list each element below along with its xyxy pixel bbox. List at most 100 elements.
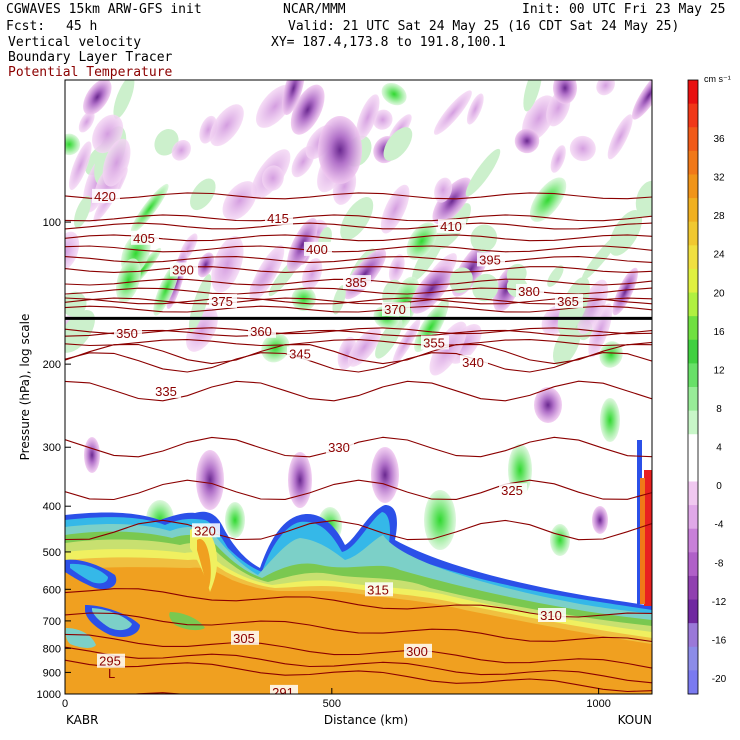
downdraft-core: [534, 387, 562, 423]
pbl-red-strip-right: [644, 470, 652, 606]
theta-label: 325: [501, 483, 523, 498]
colorbar-swatch: [688, 174, 698, 199]
colorbar-swatch: [688, 481, 698, 506]
theta-contour: [65, 612, 652, 643]
theta-contour: [65, 380, 652, 402]
theta-label: 405: [133, 231, 155, 246]
theta-label: 300: [406, 644, 428, 659]
theta-contour: [65, 339, 652, 347]
colorbar-swatch: [688, 410, 698, 435]
x-tick-label: 1000: [586, 698, 610, 710]
potential-temperature-labels: 420 415 410 405 400 395 390 385 380 375 370 365 360 3…: [92, 188, 583, 694]
vertical-velocity-cell: [190, 178, 216, 211]
theta-contour: [65, 633, 652, 669]
vertical-velocity-cell: [465, 148, 501, 197]
vertical-velocity-cell: [113, 80, 135, 119]
vertical-velocity-cell: [380, 184, 410, 234]
vertical-velocity-cell: [449, 267, 473, 294]
downdraft-core: [318, 116, 362, 184]
x-endpoint-end: KOUN: [618, 713, 652, 727]
theta-label-bg: [97, 653, 125, 668]
y-tick-label: 300: [43, 442, 61, 454]
vertical-velocity-cell: [383, 127, 413, 161]
theta-label-bg: [477, 252, 505, 267]
colorbar-swatch: [688, 387, 698, 412]
theta-label-bg: [421, 335, 449, 350]
vertical-velocity-cell: [552, 323, 581, 366]
pbl-cloud-teal-3: [65, 628, 96, 648]
vertical-velocity-cell: [65, 133, 81, 156]
vertical-velocity-cell: [529, 177, 567, 222]
theta-contour: [65, 222, 652, 230]
colorbar: 36 32 28 24 20 16 12 8 4 0 -4 -8 -12 -16 -20: [687, 79, 727, 695]
theta-label: 310: [540, 608, 562, 623]
colorbar-swatch: [688, 127, 698, 152]
colorbar-swatch: [688, 363, 698, 388]
pbl-cloud-cyan-1: [70, 563, 108, 584]
y-tick-label: 800: [43, 643, 61, 655]
pbl-cloud-green-4: [169, 612, 205, 631]
theta-label-bg: [438, 219, 466, 234]
theta-label-bg: [382, 302, 410, 317]
theta-label-bg: [287, 346, 315, 361]
x-axis-title: Distance (km): [324, 713, 408, 727]
vertical-velocity-cell: [347, 327, 381, 367]
x-endpoint-start: KABR: [66, 713, 98, 727]
vertical-velocity-cell: [130, 183, 169, 233]
colorbar-tick-label: -4: [715, 520, 724, 531]
forecast-hour-label: Fcst:: [6, 19, 46, 34]
theta-label: 375: [211, 294, 233, 309]
colorbar-tick-label: -20: [712, 674, 727, 685]
y-tick-label: 400: [43, 501, 61, 513]
colorbar-swatch: [688, 80, 698, 105]
vertical-velocity-cell: [569, 135, 596, 162]
field-boundary-layer-tracer: Boundary Layer Tracer: [8, 50, 173, 65]
colorbar-tick-label: -12: [712, 597, 727, 608]
downdraft-core: [553, 80, 577, 104]
colorbar-frame: [687, 79, 699, 695]
colorbar-tick-label: -16: [712, 635, 727, 646]
colorbar-swatch: [688, 575, 698, 601]
theta-label: 305: [233, 631, 255, 646]
theta-label-bg: [192, 523, 220, 538]
colorbar-tick-label: 20: [713, 288, 725, 299]
theta-label-bg: [131, 230, 159, 245]
vertical-velocity-cell: [65, 231, 80, 272]
theta-contour: [65, 245, 652, 253]
vertical-velocity-cell: [434, 177, 453, 203]
theta-label-bg: [304, 241, 332, 256]
theta-label-bg: [170, 262, 198, 277]
colorbar-swatch: [688, 623, 698, 648]
theta-label: 315: [367, 582, 389, 597]
colorbar-tick-label: 28: [713, 211, 725, 222]
theta-label: 420: [94, 189, 116, 204]
vertical-velocity-cell: [381, 82, 407, 106]
y-tick-label: 700: [43, 616, 61, 628]
colorbar-swatch: [688, 670, 698, 695]
y-tick-label: 500: [43, 547, 61, 559]
organization-label: NCAR/MMM: [283, 2, 346, 17]
vertical-velocity-cell: [74, 195, 91, 229]
theta-label: 385: [345, 275, 367, 290]
theta-contour: [65, 266, 652, 273]
theta-label: 340: [462, 355, 484, 370]
colorbar-tick-label: 8: [716, 404, 722, 415]
y-axis-title: Pressure (hPa), log scale: [18, 314, 32, 461]
vertical-velocity-cell: [197, 252, 215, 278]
theta-label-bg: [555, 294, 583, 308]
forecast-hour-value: 45 h: [66, 19, 98, 34]
theta-label-bg: [343, 275, 371, 290]
colorbar-swatch: [688, 316, 698, 341]
theta-label: 380: [518, 284, 540, 299]
vertical-velocity-cell: [550, 145, 566, 173]
init-time: Init: 00 UTC Fri 23 May 25: [522, 2, 726, 17]
y-tick-label: 600: [43, 584, 61, 596]
theta-label: 320: [194, 523, 216, 538]
vertical-velocity-cell: [171, 139, 191, 161]
vertical-velocity-cell: [340, 197, 374, 241]
low-pressure-marker: L: [108, 666, 115, 681]
vertical-velocity-cell: [388, 254, 405, 283]
theta-label-bg: [538, 608, 566, 622]
theta-label-bg: [365, 582, 393, 597]
theta-label: 410: [440, 219, 462, 234]
